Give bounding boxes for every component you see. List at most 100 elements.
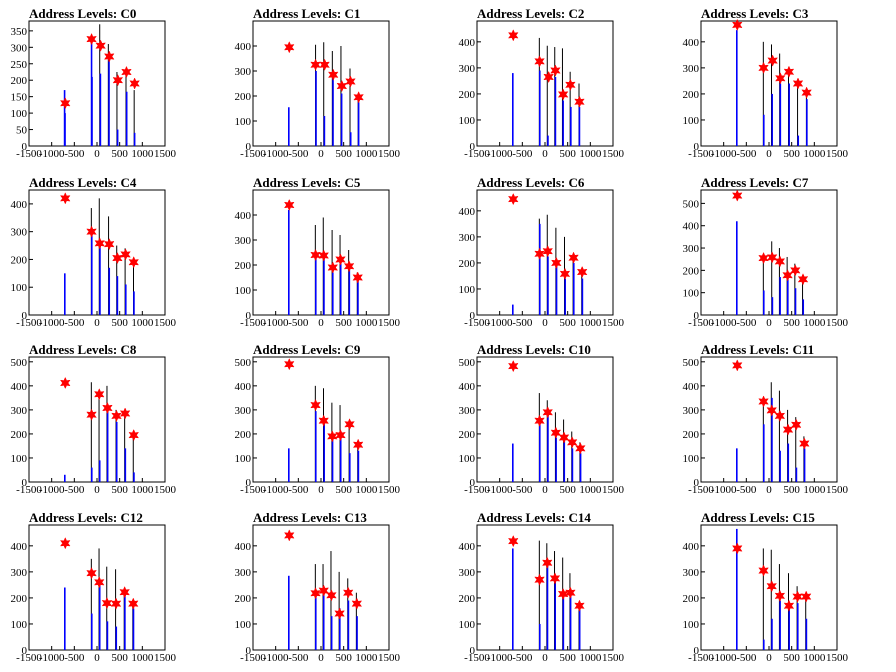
peak-marker	[351, 597, 363, 610]
y-tick-label: 400	[235, 41, 252, 53]
x-tick-label: 1000	[131, 484, 154, 496]
x-tick-label: -1500	[688, 317, 714, 329]
x-tick-label: 0	[766, 317, 772, 329]
y-tick-label: 100	[235, 116, 252, 128]
peak-marker	[774, 409, 786, 423]
peak-marker	[110, 597, 122, 610]
peak-marker	[335, 253, 346, 266]
chart-title: Address Levels: C11	[701, 342, 814, 357]
x-tick-label: 500	[335, 484, 352, 496]
y-tick-label: 350	[11, 26, 28, 38]
peak-marker	[318, 414, 330, 427]
peak-marker	[507, 29, 519, 42]
peak-marker	[283, 41, 295, 54]
x-tick-label: -1000	[263, 148, 289, 160]
y-tick-label: 100	[459, 284, 476, 296]
x-tick-label: -1500	[464, 317, 490, 329]
chart-title: Address Levels: C14	[477, 510, 591, 525]
chart-panel: Address Levels: C5 0 100 200 300 400 -1500-100…	[235, 175, 401, 329]
y-tick-label: 300	[11, 227, 28, 239]
peak-marker	[59, 192, 71, 205]
x-tick-label: -1000	[711, 652, 737, 664]
peak-marker	[542, 406, 554, 419]
peak-marker	[59, 376, 71, 390]
x-tick-label: 1500	[602, 484, 625, 496]
x-tick-label: -1500	[240, 652, 266, 664]
y-tick-label: 0	[246, 141, 252, 153]
x-tick-label: 1500	[602, 652, 625, 664]
x-tick-label: 1500	[154, 148, 177, 160]
peak-marker	[766, 251, 778, 264]
y-tick-label: 150	[11, 92, 28, 104]
x-tick-label: 1000	[355, 317, 378, 329]
x-tick-label: -500	[64, 484, 85, 496]
y-tick-label: 500	[235, 357, 252, 369]
chart-panel: Address Levels: C10 0 100 200 300 400 500 -1500…	[459, 342, 625, 496]
y-tick-label: 200	[683, 89, 700, 101]
peak-marker	[766, 404, 778, 417]
y-tick-label: 300	[683, 243, 700, 255]
peak-marker	[127, 597, 139, 610]
plot-frame	[700, 189, 838, 316]
peak-marker	[782, 269, 793, 282]
peak-marker	[283, 358, 295, 371]
x-tick-label: -1500	[240, 317, 266, 329]
x-tick-label: -500	[736, 484, 757, 496]
y-tick-label: 100	[683, 619, 700, 631]
y-tick-label: 0	[470, 645, 476, 657]
x-tick-label: -1500	[464, 484, 490, 496]
x-tick-label: 500	[559, 317, 576, 329]
peak-marker	[507, 360, 519, 373]
peak-marker	[93, 388, 105, 401]
peak-marker	[103, 50, 115, 63]
peak-marker	[790, 418, 802, 431]
peak-marker	[343, 260, 355, 273]
x-tick-label: 1000	[803, 484, 826, 496]
peak-marker	[345, 75, 356, 88]
y-tick-label: 400	[11, 381, 28, 393]
y-tick-label: 0	[22, 310, 28, 322]
x-tick-label: 1000	[803, 148, 826, 160]
peak-marker	[758, 61, 769, 74]
chart-title: Address Levels: C4	[29, 175, 137, 190]
y-tick-label: 400	[459, 381, 476, 393]
y-tick-label: 250	[11, 59, 28, 71]
y-tick-label: 100	[11, 108, 28, 120]
peak-marker	[543, 70, 554, 84]
chart-panel: Address Levels: C80100200300400500-1500-…	[11, 342, 177, 496]
peak-marker	[557, 88, 569, 101]
x-tick-label: 1500	[826, 484, 849, 496]
plot-frame	[476, 356, 614, 483]
peak-marker	[352, 438, 364, 451]
x-tick-label: -500	[736, 317, 757, 329]
x-tick-label: 1000	[355, 652, 378, 664]
peak-marker	[59, 97, 71, 110]
x-tick-label: 1500	[602, 148, 625, 160]
x-tick-label: 1000	[131, 317, 154, 329]
y-tick-label: 300	[235, 66, 252, 78]
peak-marker	[775, 72, 786, 85]
x-tick-label: 500	[111, 148, 128, 160]
chart-panel: Address Levels: C2 0 100 200 300 400 -1500-100…	[459, 6, 625, 160]
x-tick-label: 500	[335, 652, 352, 664]
y-tick-label: 400	[459, 206, 476, 218]
peak-marker	[542, 245, 554, 258]
x-tick-label: -1500	[16, 652, 42, 664]
peak-marker	[549, 572, 561, 585]
y-tick-label: 300	[683, 63, 700, 75]
chart-panel: Address Levels: C1 0 100 200 300 400 -1500-100…	[235, 6, 401, 160]
y-tick-label: 100	[683, 288, 700, 300]
x-tick-label: -1000	[39, 652, 65, 664]
peak-marker	[310, 248, 321, 262]
x-tick-label: 0	[766, 652, 772, 664]
chart-title: Address Levels: C7	[701, 175, 809, 190]
y-tick-label: 0	[22, 141, 28, 153]
y-tick-label: 200	[683, 265, 700, 277]
y-tick-label: 200	[459, 429, 476, 441]
y-tick-label: 400	[683, 221, 700, 233]
y-tick-label: 100	[235, 619, 252, 631]
x-tick-label: 1500	[826, 652, 849, 664]
y-tick-label: 300	[683, 567, 700, 579]
x-tick-label: -1000	[487, 652, 513, 664]
plot-frame	[700, 20, 838, 147]
